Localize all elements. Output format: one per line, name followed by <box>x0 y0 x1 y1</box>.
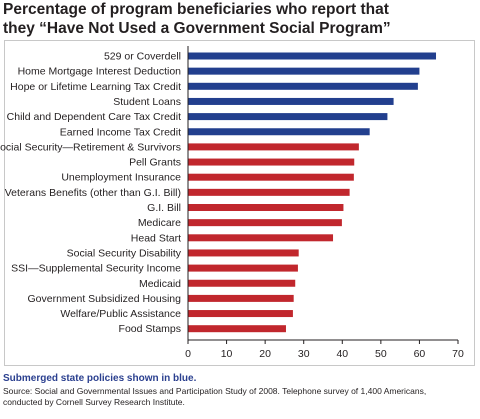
bar <box>188 143 359 151</box>
category-label: Earned Income Tax Credit <box>60 126 181 138</box>
bar <box>188 97 394 105</box>
category-label: Social Security—Retirement & Survivors <box>0 141 181 153</box>
category-label: Social Security Disability <box>67 247 182 259</box>
bar <box>188 325 286 333</box>
legend-note: Submerged state policies shown in blue. <box>3 373 197 384</box>
bar <box>188 310 293 318</box>
x-tick-label: 0 <box>185 348 191 360</box>
category-label: Government Subsidized Housing <box>27 293 181 305</box>
bar <box>188 204 344 211</box>
category-label: Student Loans <box>113 96 181 108</box>
source-note: Source: Social and Governmental Issues a… <box>3 386 473 408</box>
bar <box>188 249 299 257</box>
x-tick-label: 70 <box>452 348 464 360</box>
x-tick-label: 40 <box>336 348 348 360</box>
bar <box>188 82 418 90</box>
category-label: Pell Grants <box>129 157 181 169</box>
x-tick-label: 30 <box>298 348 310 360</box>
category-label: Unemployment Insurance <box>61 172 181 184</box>
category-label: 529 or Coverdell <box>104 51 181 63</box>
bar <box>188 279 296 287</box>
bar <box>188 173 354 181</box>
category-label: Medicaid <box>139 278 181 290</box>
bar <box>188 188 350 196</box>
x-tick-label: 50 <box>375 348 387 360</box>
bar <box>188 234 334 242</box>
bar <box>188 128 370 136</box>
bar <box>188 219 342 227</box>
bar <box>188 67 420 75</box>
bar <box>188 113 388 121</box>
source-line-2: conducted by Cornell Survey Research Ins… <box>3 397 185 407</box>
title-line-1: Percentage of program beneficiaries who … <box>3 1 389 18</box>
chart-title: Percentage of program beneficiaries who … <box>3 0 477 38</box>
category-label: Hope or Lifetime Learning Tax Credit <box>10 81 181 93</box>
x-tick-label: 20 <box>259 348 271 360</box>
category-label: Medicare <box>138 217 181 229</box>
category-label: SSI—Supplemental Security Income <box>11 263 181 275</box>
bar <box>188 52 437 60</box>
category-label: Welfare/Public Assistance <box>60 308 181 320</box>
bar <box>188 294 294 302</box>
category-label: G.I. Bill <box>147 202 181 214</box>
source-line-1: Source: Social and Governmental Issues a… <box>3 386 427 396</box>
category-label: Veterans Benefits (other than G.I. Bill) <box>5 187 181 199</box>
x-tick-label: 60 <box>414 348 426 360</box>
category-label: Child and Dependent Care Tax Credit <box>7 111 181 123</box>
bar <box>188 264 298 272</box>
category-label: Home Mortgage Interest Deduction <box>18 66 182 78</box>
bar <box>188 158 355 166</box>
x-tick-label: 10 <box>221 348 233 360</box>
category-label: Food Stamps <box>119 323 181 335</box>
title-line-2: they “Have Not Used a Government Social … <box>3 20 391 37</box>
category-label: Head Start <box>131 232 181 244</box>
